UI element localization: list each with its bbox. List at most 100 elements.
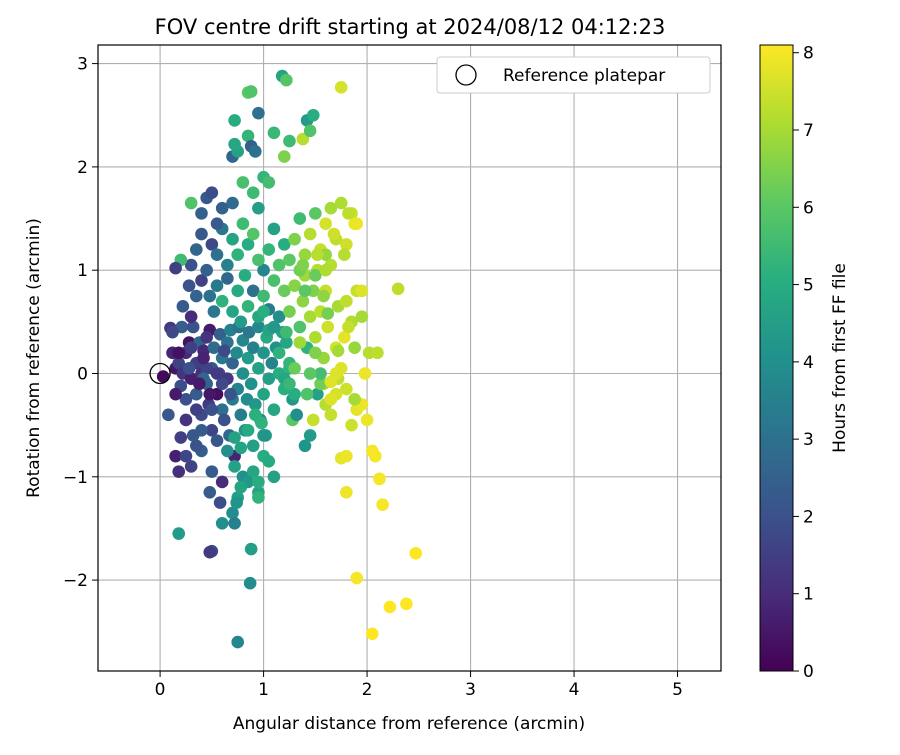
scatter-point <box>296 294 310 308</box>
scatter-point <box>303 124 317 138</box>
y-axis-label: Rotation from reference (arcmin) <box>24 218 44 498</box>
y-tick-label: 0 <box>77 364 88 384</box>
scatter-point <box>246 284 260 298</box>
scatter-point <box>182 362 196 375</box>
scatter-point <box>241 300 255 313</box>
scatter-point <box>296 132 310 146</box>
scatter-point <box>298 248 312 261</box>
colorbar-tick-label: 0 <box>803 662 814 682</box>
scatter-point <box>324 408 338 422</box>
scatter-point <box>371 346 384 360</box>
scatter-point <box>272 258 286 272</box>
scatter-point <box>179 449 193 463</box>
scatter-point <box>255 416 268 430</box>
scatter-point <box>221 444 234 458</box>
colorbar-tick-label: 3 <box>803 430 814 450</box>
scatter-point <box>267 320 281 334</box>
scatter-point <box>184 196 198 210</box>
scatter-point <box>231 248 245 261</box>
scatter-point <box>311 387 324 401</box>
scatter-point <box>309 346 322 360</box>
scatter-point <box>166 325 179 339</box>
scatter-point <box>217 344 231 358</box>
y-tick-label: 1 <box>77 261 88 281</box>
scatter-point <box>303 310 317 323</box>
scatter-point <box>205 465 219 478</box>
legend-marker <box>455 64 477 86</box>
scatter-point <box>317 289 330 303</box>
scatter-point <box>280 325 293 339</box>
colorbar-tick-label: 8 <box>803 44 814 64</box>
scatter-point <box>172 527 186 540</box>
x-tick-label: 2 <box>362 680 373 700</box>
scatter-point <box>236 176 250 189</box>
scatter-point <box>280 73 293 87</box>
scatter-point <box>400 597 413 611</box>
scatter-point <box>236 367 250 380</box>
scatter-point <box>277 238 291 251</box>
scatter-point <box>210 367 224 380</box>
y-tick-label: 3 <box>77 55 88 75</box>
scatter-point <box>175 320 189 334</box>
scatter-point <box>298 439 312 453</box>
scatter-point <box>340 294 353 308</box>
scatter-point <box>231 635 245 649</box>
scatter-point <box>252 491 265 504</box>
scatter-point <box>228 114 241 127</box>
scatter-point <box>242 325 256 339</box>
scatter-point <box>205 238 219 251</box>
x-tick-label: 5 <box>672 680 683 700</box>
scatter-point <box>338 331 351 344</box>
colorbar-tick-label: 7 <box>803 121 814 141</box>
scatter-point <box>200 331 213 344</box>
scatter-point <box>369 449 382 463</box>
scatter-point <box>321 307 335 320</box>
scatter-point <box>257 387 270 401</box>
reference-platepar-marker <box>149 362 171 385</box>
scatter-point <box>298 284 312 298</box>
colorbar-tick-label: 4 <box>803 353 814 373</box>
scatter-point <box>272 310 286 323</box>
scatter-point <box>195 207 208 220</box>
scatter-point <box>228 137 241 151</box>
scatter-point <box>213 496 227 509</box>
scatter-point <box>246 227 260 241</box>
scatter-point <box>319 217 332 231</box>
scatter-point <box>203 485 217 499</box>
scatter-point <box>345 418 358 432</box>
scatter-point <box>241 129 255 143</box>
scatter-point <box>262 455 276 468</box>
colorbar-gradient <box>759 44 794 672</box>
scatter-point <box>230 496 243 509</box>
scatter-point <box>246 341 260 354</box>
scatter-point <box>293 336 307 349</box>
y-tick-label: 2 <box>77 158 88 178</box>
x-tick-label: 3 <box>465 680 476 700</box>
scatter-point <box>267 274 281 287</box>
scatter-point <box>342 320 355 334</box>
scatter-point <box>162 408 175 422</box>
scatter-point <box>376 498 389 511</box>
scatter-point <box>190 289 203 303</box>
scatter-point <box>203 387 217 401</box>
scatter-point <box>391 282 405 296</box>
scatter-point <box>257 305 270 318</box>
scatter-point <box>340 485 353 499</box>
scatter-point <box>205 186 219 200</box>
colorbar-ticks: 0 1 2 3 4 5 6 7 8 <box>793 44 814 682</box>
scatter-point <box>226 196 239 210</box>
scatter-point <box>365 627 379 641</box>
scatter-point <box>314 367 327 380</box>
scatter-point <box>236 217 250 231</box>
scatter-point <box>215 516 229 530</box>
scatter-point <box>329 367 343 380</box>
scatter-point <box>230 346 243 360</box>
scatter-point <box>190 403 203 416</box>
scatter-point <box>215 294 229 308</box>
scatter-point <box>184 258 198 272</box>
scatter-point <box>288 362 301 375</box>
scatter-point <box>205 424 219 437</box>
scatter-point <box>184 310 198 323</box>
scatter-point <box>340 382 353 396</box>
grid-layer <box>98 45 721 671</box>
